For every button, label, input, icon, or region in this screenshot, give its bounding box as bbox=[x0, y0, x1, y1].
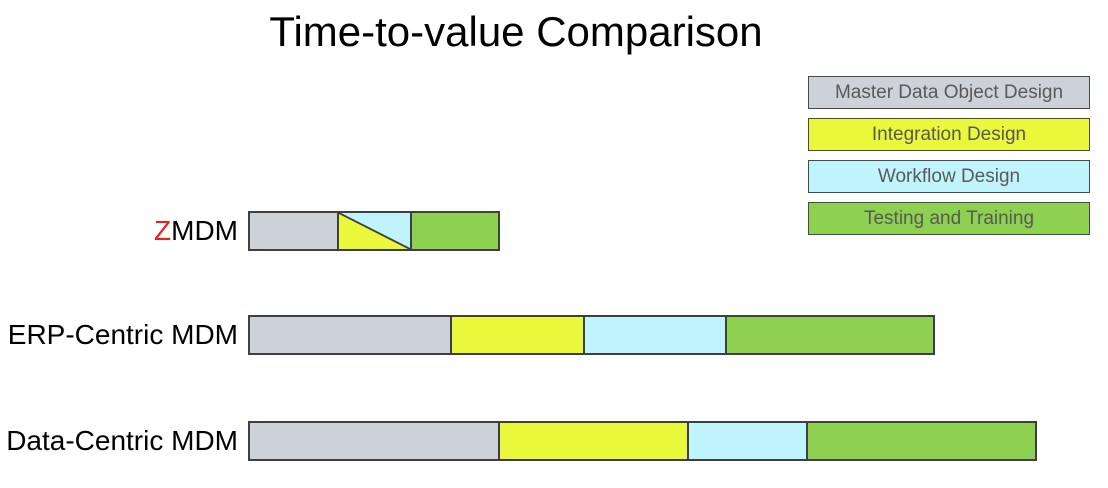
row-label-part: Z bbox=[154, 215, 172, 246]
legend-item-testing-and-training: Testing and Training bbox=[808, 202, 1090, 235]
row-label-erp-centric-mdm: ERP-Centric MDM bbox=[0, 315, 238, 355]
legend: Master Data Object Design Integration Des… bbox=[808, 76, 1090, 244]
bar-segment-integration_design bbox=[451, 316, 584, 354]
row-label-zmdm: ZMDM bbox=[0, 211, 238, 251]
row-label-part: MDM bbox=[171, 215, 238, 246]
bar-segment-testing_and_training bbox=[807, 422, 1036, 460]
bar-erp-centric-mdm bbox=[248, 315, 935, 355]
bar-zmdm bbox=[248, 211, 500, 251]
bar-segment-workflow_design bbox=[584, 316, 726, 354]
row-label-data-centric-mdm: Data-Centric MDM bbox=[0, 421, 238, 461]
bar-segment-master_data_object_design bbox=[249, 212, 338, 250]
bar-segment-workflow_design bbox=[688, 422, 807, 460]
diagonal-split-graphic bbox=[339, 213, 410, 249]
bar-segment-master_data_object_design bbox=[249, 316, 451, 354]
chart-title: Time-to-value Comparison bbox=[269, 8, 763, 55]
bar-segment-integration_design bbox=[499, 422, 688, 460]
bar-segment-master_data_object_design bbox=[249, 422, 499, 460]
row-label-part: Data-Centric MDM bbox=[6, 425, 238, 456]
legend-item-workflow-design: Workflow Design bbox=[808, 160, 1090, 193]
legend-item-master-data-object-design: Master Data Object Design bbox=[808, 76, 1090, 109]
bar-data-centric-mdm bbox=[248, 421, 1037, 461]
row-label-part: ERP-Centric MDM bbox=[7, 319, 238, 350]
bar-segment-testing_and_training bbox=[411, 212, 499, 250]
bar-segment-testing_and_training bbox=[726, 316, 934, 354]
bar-segment-split-integration_design-workflow_design bbox=[338, 212, 411, 250]
legend-item-integration-design: Integration Design bbox=[808, 118, 1090, 151]
